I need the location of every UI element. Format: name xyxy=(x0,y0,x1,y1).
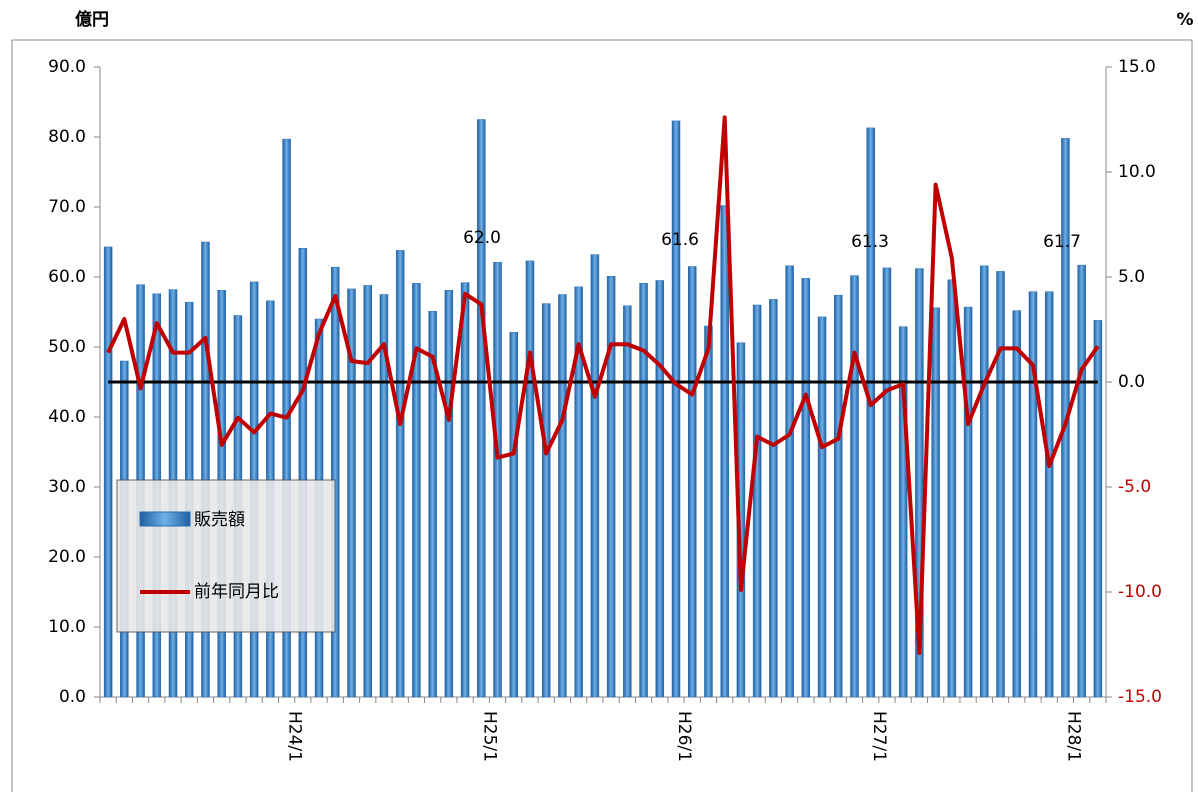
bar xyxy=(444,290,454,698)
bar xyxy=(947,279,957,698)
legend-box xyxy=(116,479,336,633)
bar xyxy=(639,283,648,698)
y2-unit: % xyxy=(1176,10,1193,30)
bar xyxy=(493,262,502,698)
y-tick-label: 30.0 xyxy=(48,477,86,497)
y2-tick-label: 10.0 xyxy=(1118,162,1156,182)
bar xyxy=(720,205,729,698)
bar xyxy=(801,278,811,698)
y-tick-label: 20.0 xyxy=(48,547,86,567)
annotation: 61.7 xyxy=(1043,232,1081,252)
bar xyxy=(606,276,616,698)
annotation: 61.6 xyxy=(661,230,699,250)
y-tick-label: 10.0 xyxy=(48,617,86,637)
bar xyxy=(996,271,1005,698)
x-tick-label: H24/1 xyxy=(285,711,305,762)
bar xyxy=(477,119,486,698)
bar xyxy=(931,307,940,698)
bar xyxy=(541,303,551,698)
y-tick-label: 60.0 xyxy=(48,267,86,287)
y-tick-label: 50.0 xyxy=(48,337,86,357)
y2-tick-label: 5.0 xyxy=(1118,267,1145,287)
bar xyxy=(898,326,908,698)
bar xyxy=(363,285,372,698)
bar xyxy=(769,299,778,698)
bar xyxy=(980,265,989,698)
bar xyxy=(1012,310,1022,698)
legend-swatch xyxy=(139,511,191,527)
x-tick-label: H27/1 xyxy=(869,711,889,762)
bar xyxy=(671,120,681,698)
y-unit: 億円 xyxy=(75,9,109,30)
bar xyxy=(1044,291,1054,698)
bar xyxy=(752,304,762,698)
bar xyxy=(1093,320,1103,698)
bar xyxy=(379,294,389,698)
bar xyxy=(623,305,632,698)
bar xyxy=(850,275,859,698)
bar xyxy=(882,267,892,698)
y-tick-label: 90.0 xyxy=(48,57,86,77)
bar xyxy=(590,254,600,698)
x-tick-label: H26/1 xyxy=(674,711,694,762)
bar xyxy=(558,294,567,698)
y-tick-label: 0.0 xyxy=(59,687,86,707)
bar xyxy=(1077,264,1086,698)
x-tick-label: H25/1 xyxy=(479,711,499,762)
bar xyxy=(655,280,665,698)
y2-tick-label: -10.0 xyxy=(1118,582,1162,602)
annotation: 61.3 xyxy=(851,232,889,252)
bar xyxy=(298,248,308,698)
bar xyxy=(428,311,437,698)
bar xyxy=(834,294,843,698)
bar xyxy=(866,127,875,698)
bar xyxy=(785,265,794,698)
y-tick-label: 40.0 xyxy=(48,407,86,427)
bar xyxy=(347,288,356,698)
bar xyxy=(509,332,519,698)
y2-tick-label: 15.0 xyxy=(1118,57,1156,77)
legend-label: 販売額 xyxy=(194,510,245,530)
bar xyxy=(412,283,421,698)
bar xyxy=(103,246,113,698)
bar xyxy=(687,266,697,698)
bar xyxy=(574,286,583,698)
y2-tick-label: -5.0 xyxy=(1118,477,1151,497)
line xyxy=(106,115,1100,655)
y2-tick-label: 0.0 xyxy=(1118,372,1145,392)
bar xyxy=(525,260,535,698)
bar xyxy=(817,316,827,698)
annotation: 62.0 xyxy=(463,228,501,248)
bar xyxy=(460,282,470,698)
y-tick-label: 80.0 xyxy=(48,127,86,147)
bar xyxy=(1028,291,1038,698)
bar xyxy=(395,250,405,698)
x-tick-label: H28/1 xyxy=(1064,711,1084,762)
bar xyxy=(963,306,973,698)
legend-label: 前年同月比 xyxy=(194,582,279,602)
bar xyxy=(201,241,210,698)
y-tick-label: 70.0 xyxy=(48,197,86,217)
chart-frame xyxy=(11,39,1193,796)
y2-tick-label: -15.0 xyxy=(1118,687,1162,707)
